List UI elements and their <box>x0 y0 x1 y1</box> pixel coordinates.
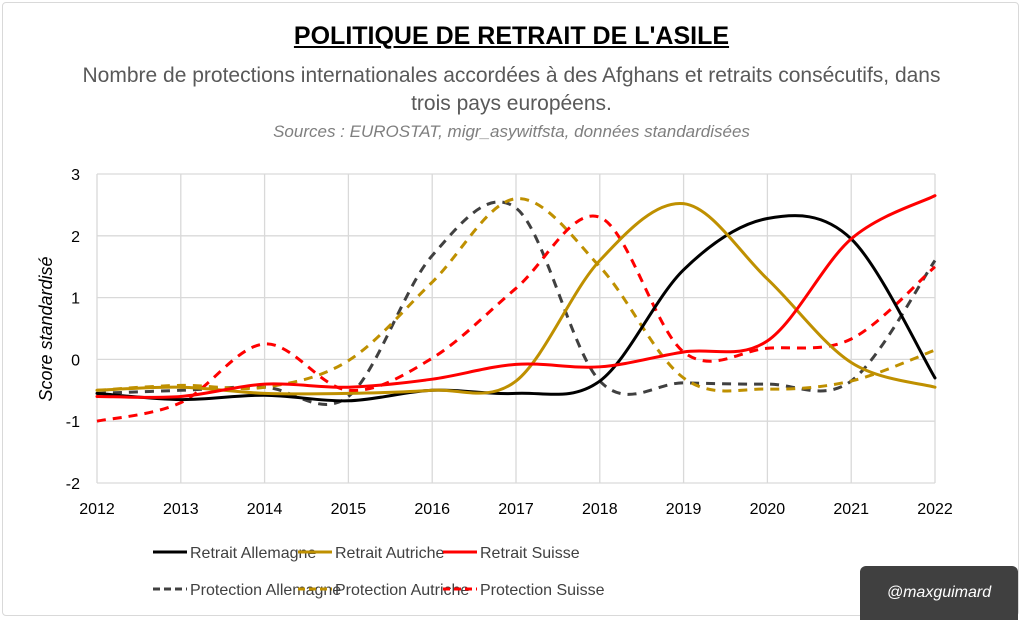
x-tick-label: 2015 <box>331 501 367 518</box>
watermark: @maxguimard <box>860 566 1018 620</box>
series-line-protection-suisse <box>96 214 936 423</box>
legend-item: Retrait Allemagne <box>153 545 316 562</box>
legend-label: Retrait Suisse <box>480 545 580 562</box>
x-tick-label: 2019 <box>666 501 702 518</box>
legend-label: Protection Allemagne <box>190 582 341 599</box>
legend-label: Protection Autriche <box>335 582 469 599</box>
chart-title: POLITIQUE DE RETRAIT DE L'ASILE <box>293 22 730 50</box>
y-axis-label: Score standardisé <box>36 256 56 401</box>
legend-label: Retrait Autriche <box>335 545 444 562</box>
y-tick-label: -2 <box>66 476 80 493</box>
series-line-protection-autriche <box>96 197 936 393</box>
legend-item: Retrait Autriche <box>298 545 444 562</box>
series-line-retrait-autriche <box>95 202 937 396</box>
x-tick-label: 2021 <box>833 501 869 518</box>
y-tick-label: 0 <box>71 352 80 369</box>
legend-item: Protection Suisse <box>443 582 605 599</box>
legend-label: Retrait Allemagne <box>190 545 316 562</box>
y-tick-label: -1 <box>66 414 80 431</box>
y-tick-label: 2 <box>71 229 80 246</box>
series-line-retrait-suisse <box>95 194 937 399</box>
series-line-retrait-allemagne <box>95 214 937 403</box>
legend-item: Retrait Suisse <box>443 545 580 562</box>
x-tick-label: 2014 <box>247 501 283 518</box>
x-tick-label: 2022 <box>917 501 953 518</box>
y-tick-label: 1 <box>71 291 80 308</box>
legend-label: Protection Suisse <box>480 582 605 599</box>
x-tick-label: 2017 <box>498 501 534 518</box>
chart-sources: Sources : EUROSTAT, migr_asywitfsta, don… <box>273 122 750 141</box>
x-tick-label: 2013 <box>163 501 199 518</box>
y-tick-label: 3 <box>71 167 80 184</box>
chart-subtitle: Nombre de protections internationales ac… <box>82 64 941 115</box>
x-tick-label: 2012 <box>79 501 115 518</box>
x-tick-label: 2018 <box>582 501 618 518</box>
x-tick-label: 2020 <box>750 501 786 518</box>
legend-item: Protection Allemagne <box>153 582 341 599</box>
x-tick-label: 2016 <box>414 501 450 518</box>
legend-item: Protection Autriche <box>298 582 469 599</box>
